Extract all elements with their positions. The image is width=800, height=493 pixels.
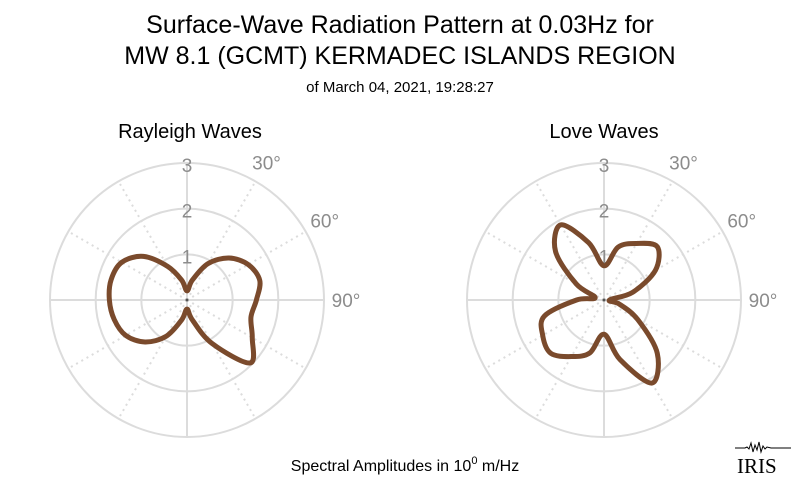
love-waves-plot: Love Waves 1 2 3 30° 60° 90° (466, 121, 778, 438)
iris-logo: IRIS (735, 440, 791, 486)
amplitude-caption: Spectral Amplitudes in 100 m/Hz (291, 455, 519, 475)
dotted-spoke (603, 299, 674, 420)
radiation-pattern-curve (106, 253, 263, 366)
radial-tick-label: 3 (182, 156, 193, 177)
caption-suffix: m/Hz (477, 458, 519, 475)
caption-exponent: 0 (471, 455, 477, 467)
radial-tick-label: 2 (182, 202, 193, 223)
seismogram-logo-mark (735, 441, 791, 454)
radial-tick-label: 1 (182, 247, 193, 268)
iris-logo-text: IRIS (737, 454, 777, 478)
dotted-spoke (67, 299, 188, 370)
dotted-spoke (186, 180, 257, 301)
rayleigh-waves-plot: Rayleigh Waves 1 2 3 30° 60° 90° (49, 121, 361, 438)
angle-tick-label: 30° (669, 153, 698, 174)
plot-title: Love Waves (549, 121, 658, 143)
radial-tick-label: 2 (599, 202, 610, 223)
dotted-spoke (603, 230, 724, 301)
dotted-spoke (186, 299, 307, 370)
radial-tick-label: 3 (599, 156, 610, 177)
dotted-spoke (534, 180, 605, 301)
pole-center-dot (602, 298, 606, 302)
figure-title-line1: Surface-Wave Radiation Pattern at 0.03Hz… (146, 11, 654, 39)
dotted-spoke (186, 230, 307, 301)
angle-tick-label: 30° (252, 153, 281, 174)
caption-prefix: Spectral Amplitudes in 10 (291, 458, 472, 475)
pole-center-dot (185, 298, 189, 302)
angle-tick-label: 60° (310, 212, 339, 233)
angle-tick-label: 60° (727, 212, 756, 233)
dotted-spoke (484, 230, 605, 301)
angle-tick-label: 90° (332, 291, 361, 312)
dotted-spoke (67, 230, 188, 301)
dotted-spoke (603, 299, 724, 370)
angle-tick-label: 90° (749, 291, 778, 312)
radiation-pattern-curve (538, 222, 662, 386)
dotted-spoke (117, 180, 188, 301)
dotted-spoke (603, 180, 674, 301)
figure-subtitle: of March 04, 2021, 19:28:27 (306, 79, 494, 96)
dotted-spoke (534, 299, 605, 420)
radial-tick-label: 1 (599, 247, 610, 268)
plot-title: Rayleigh Waves (118, 121, 262, 143)
dotted-spoke (117, 299, 188, 420)
dotted-spoke (484, 299, 605, 370)
dotted-spoke (186, 299, 257, 420)
figure-title-line2: MW 8.1 (GCMT) KERMADEC ISLANDS REGION (124, 42, 675, 70)
